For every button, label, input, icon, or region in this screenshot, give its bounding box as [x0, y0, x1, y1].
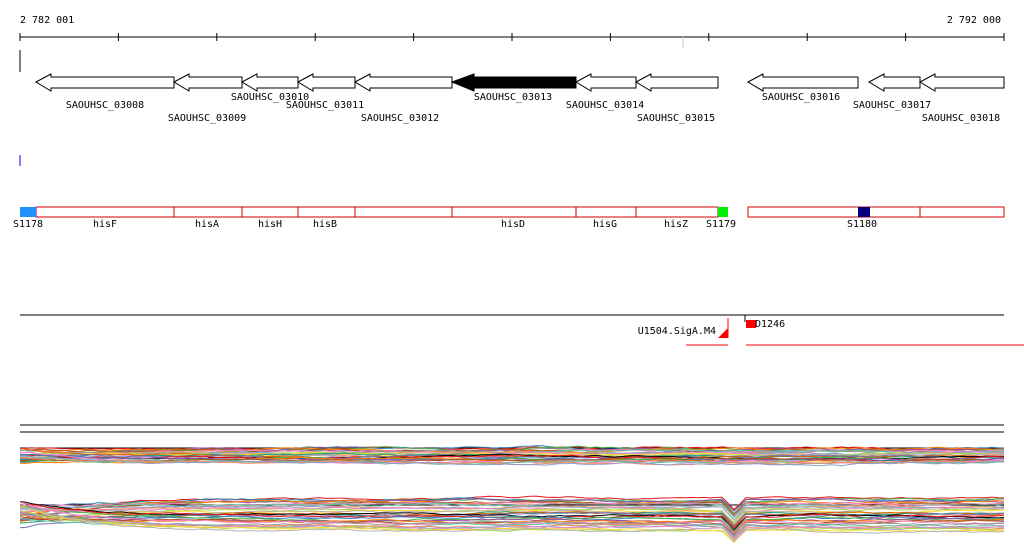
gene-label: SAOUHSC_03011 [286, 100, 364, 111]
gene-label: SAOUHSC_03013 [474, 92, 552, 103]
gene-arrow [867, 73, 921, 92]
expression-trace [19, 506, 1005, 542]
gene-arrow [634, 73, 719, 92]
segment-box [575, 206, 637, 218]
gene-label: SAOUHSC_03010 [231, 92, 309, 103]
promoter-mark [718, 328, 728, 338]
segment-square [20, 207, 36, 217]
gene-arrow [450, 73, 577, 92]
segment-box [635, 206, 719, 218]
segment-box [297, 206, 356, 218]
segment-label: hisD [501, 219, 525, 230]
segment-label: hisF [93, 219, 117, 230]
gene-label: SAOUHSC_03018 [922, 113, 1000, 124]
segment-box [451, 206, 577, 218]
expression-trace [19, 495, 1005, 521]
segment-square [718, 207, 728, 217]
expression-trace [19, 504, 1005, 543]
segment-box [919, 206, 1005, 218]
gene-label: SAOUHSC_03009 [168, 113, 246, 124]
gene-arrow [240, 73, 299, 92]
gene-arrow [574, 73, 637, 92]
expression-trace [19, 513, 1005, 533]
expression-trace [19, 501, 1005, 517]
segment-box [173, 206, 243, 218]
expression-trace [19, 504, 1005, 521]
expression-trace [19, 456, 1005, 465]
terminator-label: D1246 [755, 319, 785, 330]
expression-trace [19, 514, 1005, 537]
gene-label: SAOUHSC_03008 [66, 100, 144, 111]
expression-trace [19, 507, 1004, 523]
segment-label: hisZ [664, 219, 688, 230]
expression-trace [19, 501, 1005, 531]
segment-label: hisA [195, 219, 219, 230]
expression-trace [19, 455, 1005, 467]
gene-label: SAOUHSC_03012 [361, 113, 439, 124]
expression-trace [19, 505, 1005, 532]
expression-trace [19, 505, 1005, 521]
gene-arrow [296, 73, 356, 92]
segment-label: hisG [593, 219, 617, 230]
segment-box [747, 206, 921, 218]
scale-end: 2 792 000 [947, 15, 1001, 26]
gene-label: SAOUHSC_03016 [762, 92, 840, 103]
segment-label: S1179 [706, 219, 736, 230]
promoter-label: U1504.SigA.M4 [638, 326, 716, 337]
scale-start: 2 782 001 [20, 15, 74, 26]
segment-box [35, 206, 175, 218]
expression-trace [19, 457, 1005, 463]
segment-label: hisH [258, 219, 282, 230]
segment-box [354, 206, 453, 218]
gene-arrow [746, 73, 859, 92]
segment-label: S1178 [13, 219, 43, 230]
gene-arrow [34, 73, 175, 92]
gene-arrow [918, 73, 1005, 92]
gene-arrow [172, 73, 243, 92]
gene-label: SAOUHSC_03017 [853, 100, 931, 111]
gene-label: SAOUHSC_03014 [566, 100, 644, 111]
segment-label: S1180 [847, 219, 877, 230]
gene-arrow [353, 73, 453, 92]
gene-label: SAOUHSC_03015 [637, 113, 715, 124]
segment-square [858, 207, 870, 217]
segment-label: hisB [313, 219, 337, 230]
segment-box [241, 206, 299, 218]
terminator-mark [746, 320, 756, 328]
expression-trace [19, 446, 1005, 454]
